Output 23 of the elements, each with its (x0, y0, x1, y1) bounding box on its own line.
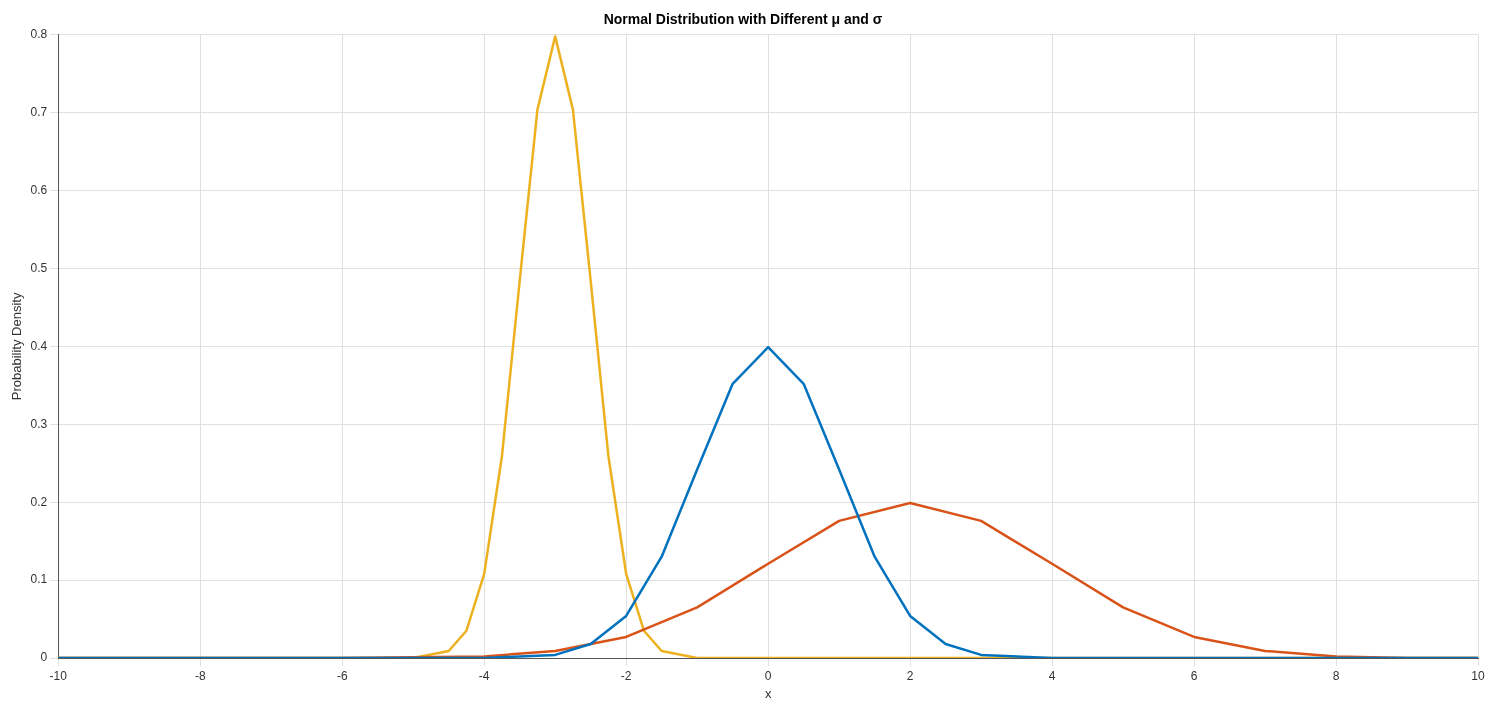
x-tick-label: 6 (1190, 668, 1198, 683)
y-tick-label: 0.8 (30, 27, 48, 42)
y-tick-label: 0.6 (30, 182, 48, 197)
y-tick-label: 0 (40, 650, 48, 665)
x-tick-label: -2 (620, 668, 632, 683)
chart-title: Normal Distribution with Different μ and σ (603, 11, 883, 28)
x-tick-label: 2 (906, 668, 914, 683)
y-tick-label: 0.5 (30, 260, 48, 275)
y-tick-label: 0.2 (30, 494, 48, 509)
y-axis-title: Probability Density (9, 292, 25, 401)
x-axis-title: x (764, 685, 772, 701)
x-tick-label: 8 (1332, 668, 1340, 683)
x-tick-label: 10 (1471, 668, 1485, 683)
y-tick-label: 0.4 (30, 338, 48, 353)
x-tick-label: -4 (478, 668, 490, 683)
y-tick-label: 0.7 (30, 105, 48, 120)
y-tick-label: 0.1 (30, 572, 48, 587)
x-tick-label: 0 (764, 668, 772, 683)
x-tick-label: -6 (336, 668, 348, 683)
x-tick-label: -10 (49, 668, 68, 683)
y-tick-label: 0.3 (30, 416, 48, 431)
x-tick-label: 4 (1048, 668, 1056, 683)
x-tick-label: -8 (194, 668, 206, 683)
